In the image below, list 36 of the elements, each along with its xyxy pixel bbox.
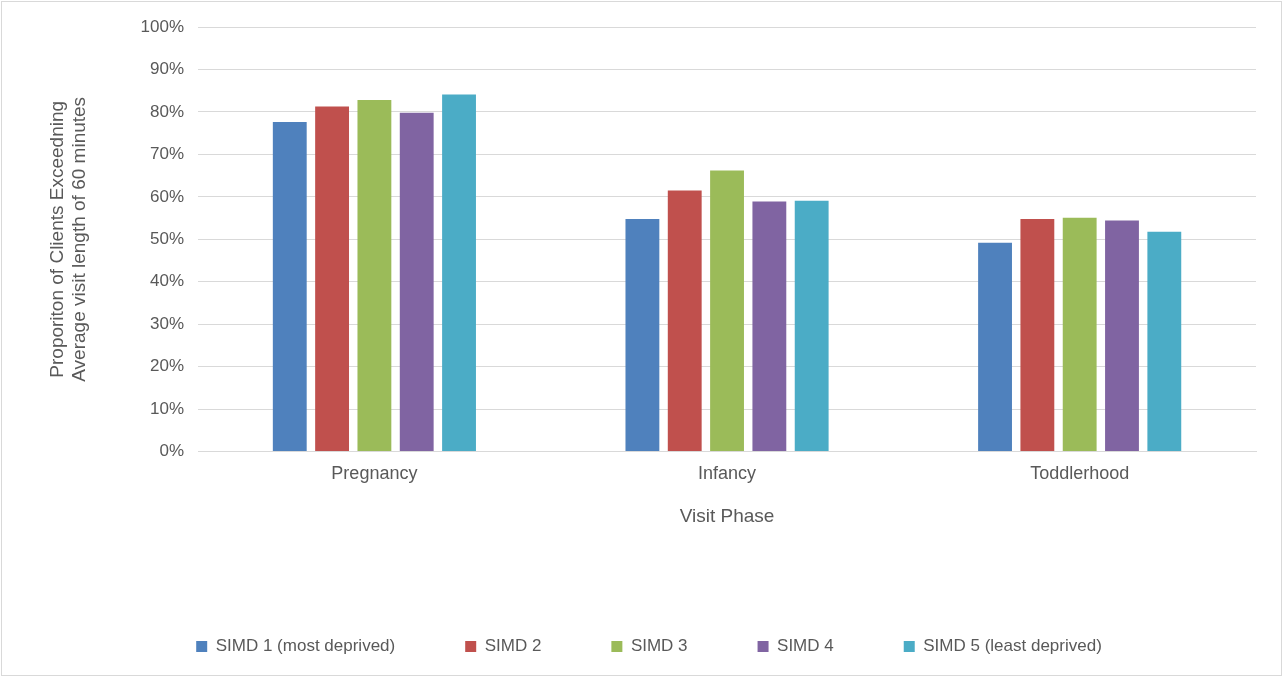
bar [667,190,702,452]
y-tick-label: 80% [150,101,185,121]
y-tick-label: 0% [159,441,185,461]
x-tick-label: Infancy [698,463,757,484]
y-tick-label: 100% [140,16,185,36]
bar [1147,231,1182,452]
legend-label: SIMD 5 (least deprived) [923,636,1102,656]
bar [1020,218,1055,452]
y-tick-label: 40% [150,271,185,291]
y-tick-label: 50% [150,228,185,248]
y-tick-label: 90% [150,59,185,79]
legend-label: SIMD 4 [777,636,834,656]
y-tick-label: 20% [150,356,185,376]
bar [272,122,307,452]
y-axis-title: Proporiton of Clients Exceedning Average visit length of 60 minutes [45,96,90,382]
x-axis-title: Visit Phase [679,504,775,526]
legend-label: SIMD 3 [630,636,688,656]
bar [442,94,476,452]
bar [1062,217,1097,452]
legend-label: SIMD 1 (most deprived) [215,636,396,656]
x-tick-label: Pregnancy [331,463,418,484]
y-tick-label: 10% [150,398,185,418]
bar [315,106,350,452]
legend-label: SIMD 2 [484,636,542,656]
y-tick-label: 70% [150,144,185,164]
bar [794,200,829,452]
bar [357,100,392,452]
y-tick-label: 60% [150,186,185,206]
bar [752,201,787,452]
bar [978,242,1012,452]
bar [1105,220,1139,452]
y-tick-label: 30% [150,313,185,333]
bar [399,112,434,452]
x-tick-label: Toddlerhood [1030,463,1130,484]
bar [710,170,744,452]
bar [625,218,660,452]
